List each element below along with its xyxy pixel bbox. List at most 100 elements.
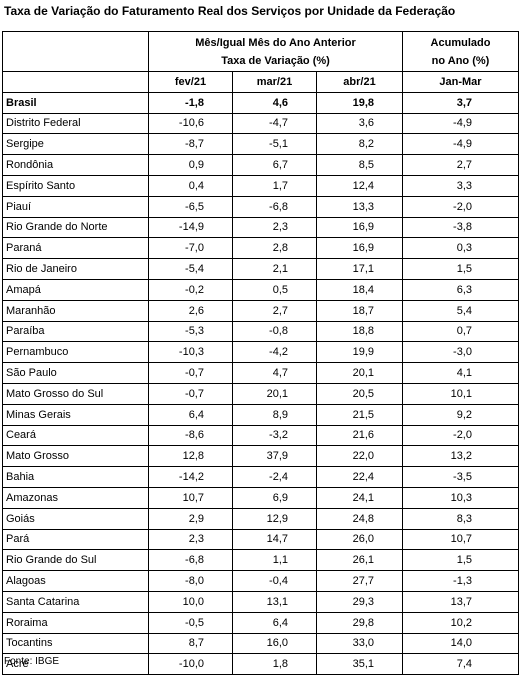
cell: -6,8 [148, 549, 233, 572]
row-label: Piauí [2, 195, 149, 218]
cell: 16,0 [232, 632, 317, 655]
table-row: Ceará -8,6 -3,2 21,6 -2,0 [2, 424, 519, 447]
cell: -2,4 [232, 466, 317, 488]
cell: 1,8 [232, 653, 317, 675]
cell: 13,3 [316, 195, 403, 218]
cell: 12,8 [148, 445, 233, 468]
header-text: Acumulado [430, 36, 491, 49]
table-row: Santa Catarina 10,0 13,1 29,3 13,7 [2, 590, 519, 613]
row-label: Distrito Federal [2, 112, 149, 135]
cell: -0,7 [148, 362, 233, 384]
cell: 1,1 [232, 549, 317, 572]
cell: 27,7 [316, 570, 403, 592]
cell: -4,9 [402, 133, 519, 156]
cell: -1,3 [402, 570, 519, 592]
cell: 0,5 [232, 278, 317, 301]
table-row: Amazonas 10,7 6,9 24,1 10,3 [2, 486, 519, 509]
cell: 20,1 [232, 382, 317, 405]
cell: 2,7 [232, 299, 317, 322]
cell: -5,3 [148, 320, 233, 343]
cell: 37,9 [232, 445, 317, 468]
row-label: Pernambuco [2, 341, 149, 364]
table-row: Brasil -1,8 4,6 19,8 3,7 [2, 91, 519, 114]
row-label: Rondônia [2, 154, 149, 176]
cell: 3,7 [402, 91, 519, 114]
row-label: Sergipe [2, 133, 149, 156]
table-row: Pernambuco -10,3 -4,2 19,9 -3,0 [2, 341, 519, 364]
cell: -5,4 [148, 258, 233, 280]
cell: -6,8 [232, 195, 317, 218]
cell: 19,9 [316, 341, 403, 364]
cell: 2,9 [148, 507, 233, 530]
row-label: Minas Gerais [2, 403, 149, 426]
header-row: Mês/Igual Mês do Ano Anterior Taxa de Va… [2, 31, 519, 72]
cell: 6,7 [232, 154, 317, 176]
column-header: mar/21 [232, 71, 317, 93]
cell: 10,0 [148, 590, 233, 613]
table-row: Rio Grande do Sul -6,8 1,1 26,1 1,5 [2, 549, 519, 572]
table-row: Rio de Janeiro -5,4 2,1 17,1 1,5 [2, 258, 519, 280]
table-row: Bahia -14,2 -2,4 22,4 -3,5 [2, 466, 519, 488]
cell: -3,5 [402, 466, 519, 488]
table-row: Mato Grosso do Sul -0,7 20,1 20,5 10,1 [2, 382, 519, 405]
table-row: Minas Gerais 6,4 8,9 21,5 9,2 [2, 403, 519, 426]
cell: -10,0 [148, 653, 233, 675]
cell: 8,3 [402, 507, 519, 530]
table-row: Maranhão 2,6 2,7 18,7 5,4 [2, 299, 519, 322]
cell: 12,4 [316, 174, 403, 197]
table-row: Espírito Santo 0,4 1,7 12,4 3,3 [2, 174, 519, 197]
cell: -0,7 [148, 382, 233, 405]
header-text: Taxa de Variação (%) [221, 54, 330, 67]
cell: -4,7 [232, 112, 317, 135]
cell: 26,1 [316, 549, 403, 572]
title: Taxa de Variação do Faturamento Real dos… [4, 4, 456, 18]
column-header: fev/21 [148, 71, 233, 93]
cell: 26,0 [316, 528, 403, 551]
cell: 13,1 [232, 590, 317, 613]
cell: -14,9 [148, 216, 233, 239]
row-label: Alagoas [2, 570, 149, 592]
cell: 6,9 [232, 486, 317, 509]
row-label: Amapá [2, 278, 149, 301]
cell: -0,8 [232, 320, 317, 343]
cell: 33,0 [316, 632, 403, 655]
cell: 21,5 [316, 403, 403, 426]
row-label: Maranhão [2, 299, 149, 322]
cell: 2,6 [148, 299, 233, 322]
cell: 10,1 [402, 382, 519, 405]
cell: 16,9 [316, 237, 403, 260]
column-header: Jan-Mar [402, 71, 519, 93]
header-group: Mês/Igual Mês do Ano Anterior Taxa de Va… [148, 31, 403, 72]
table-row: Sergipe -8,7 -5,1 8,2 -4,9 [2, 133, 519, 156]
cell: 0,9 [148, 154, 233, 176]
cell: -8,7 [148, 133, 233, 156]
cell: -0,5 [148, 611, 233, 634]
table-row: Mato Grosso 12,8 37,9 22,0 13,2 [2, 445, 519, 468]
row-label: Tocantins [2, 632, 149, 655]
cell: -1,8 [148, 91, 233, 114]
cell: 29,3 [316, 590, 403, 613]
header-cell [2, 71, 149, 93]
row-label: Paraná [2, 237, 149, 260]
cell: 13,7 [402, 590, 519, 613]
cell: 20,1 [316, 362, 403, 384]
column-header: abr/21 [316, 71, 403, 93]
cell: 2,8 [232, 237, 317, 260]
cell: 0,4 [148, 174, 233, 197]
row-label: Rio de Janeiro [2, 258, 149, 280]
cell: 2,3 [232, 216, 317, 239]
cell: 29,8 [316, 611, 403, 634]
table-row: Pará 2,3 14,7 26,0 10,7 [2, 528, 519, 551]
row-label: Bahia [2, 466, 149, 488]
table-row: Amapá -0,2 0,5 18,4 6,3 [2, 278, 519, 301]
cell: -14,2 [148, 466, 233, 488]
cell: 6,3 [402, 278, 519, 301]
cell: 6,4 [232, 611, 317, 634]
row-label: Mato Grosso [2, 445, 149, 468]
table-row: Piauí -6,5 -6,8 13,3 -2,0 [2, 195, 519, 218]
cell: 18,7 [316, 299, 403, 322]
table-row: São Paulo -0,7 4,7 20,1 4,1 [2, 362, 519, 384]
data-table: Mês/Igual Mês do Ano Anterior Taxa de Va… [2, 31, 519, 675]
cell: 0,7 [402, 320, 519, 343]
cell: 8,2 [316, 133, 403, 156]
